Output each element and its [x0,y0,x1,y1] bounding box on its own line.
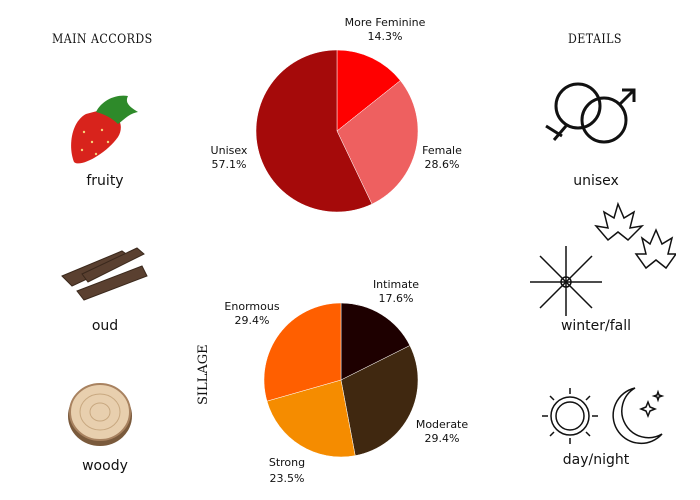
pie-slice-unisex [255,49,373,213]
snowflake-leaves-icon [530,201,676,316]
accord-label-fruity: fruity [86,173,124,189]
wood-slice-icon [68,383,132,446]
sun-moon-icon [542,387,665,445]
pie-label-unisex: Unisex 57.1% [210,144,248,171]
pie-label-intimate: Intimate 17.6% [372,278,420,305]
pie-label-more-feminine: More Feminine 14.3% [344,16,426,43]
strawberry-icon [71,95,138,164]
main-accords-title: MAIN ACCORDS [52,32,153,47]
pie-label-strong: Strong 23.5% [268,456,306,485]
detail-label-winter-fall: winter/fall [560,318,632,334]
pie-slice-strong [266,379,356,458]
pie-label-enormous: Enormous 29.4% [224,300,280,327]
pie-label-female: Female 28.6% [422,144,462,171]
sillage-title: SILLAGE [196,344,211,405]
pie-label-moderate: Moderate 29.4% [415,418,469,445]
pie-slice-intimate [340,302,411,381]
details-title: DETAILS [568,32,622,47]
detail-label-day-night: day/night [562,452,630,468]
accord-label-oud: oud [91,318,119,334]
pie-slice-enormous [263,302,342,402]
detail-label-unisex: unisex [573,173,619,189]
pie-slice-moderate [340,345,419,456]
accord-label-woody: woody [82,458,128,474]
pie-slice-more-feminine [336,49,401,132]
oud-wood-icon [61,247,148,301]
gender-symbols-icon [545,82,636,144]
